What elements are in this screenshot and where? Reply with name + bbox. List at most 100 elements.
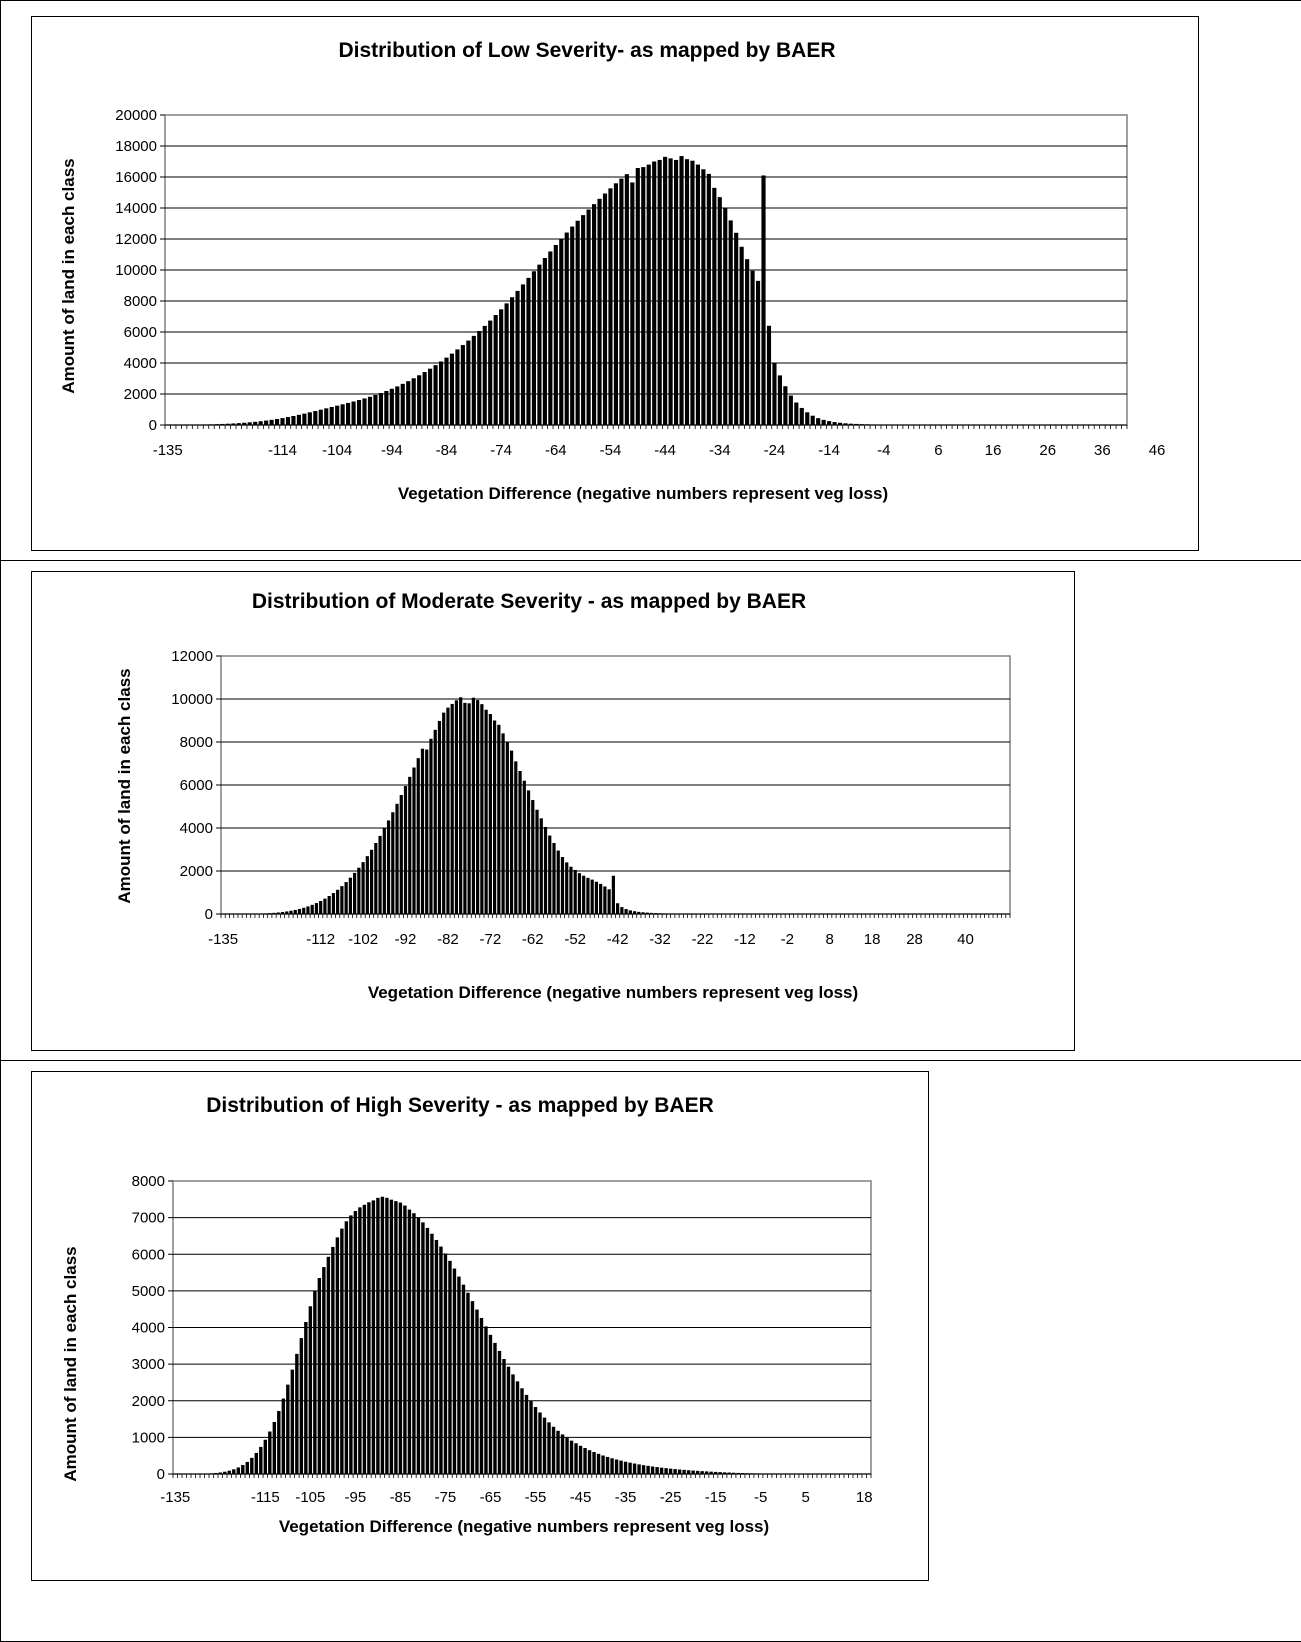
bar: [520, 284, 526, 425]
bar: [553, 244, 558, 425]
bar: [734, 232, 739, 425]
bar: [620, 907, 624, 914]
x-axis-title: Vegetation Difference (negative numbers …: [398, 484, 888, 503]
bar: [723, 208, 728, 425]
x-tick-label: -94: [381, 442, 403, 459]
x-tick-label: -55: [525, 1489, 547, 1506]
bar: [552, 843, 556, 914]
y-tick-label: 8000: [132, 1173, 165, 1190]
bar: [522, 780, 526, 914]
chart-cell-high: Distribution of High Severity - as mappe…: [0, 1060, 1301, 1642]
y-tick-label: 12000: [115, 231, 157, 248]
y-tick-label: 0: [149, 417, 157, 434]
x-tick-label: -42: [607, 931, 629, 948]
y-tick-label: 2000: [132, 1393, 165, 1410]
bar: [616, 903, 620, 914]
bar: [635, 168, 640, 425]
y-tick-label: 6000: [124, 324, 157, 341]
bar: [306, 906, 310, 914]
bar: [367, 396, 373, 425]
bar: [422, 372, 427, 425]
bar: [506, 1366, 511, 1474]
bar: [335, 405, 340, 425]
bar: [291, 415, 296, 425]
bar: [624, 174, 629, 425]
bar: [398, 1202, 403, 1474]
x-tick-label: -75: [435, 1489, 457, 1506]
bar: [476, 700, 480, 914]
x-tick-label: -5: [754, 1489, 767, 1506]
bar: [467, 703, 471, 914]
x-tick-label: -32: [649, 931, 671, 948]
bar: [637, 911, 641, 914]
y-tick-label: 7000: [132, 1210, 165, 1227]
bar: [560, 1434, 565, 1474]
bar: [218, 1472, 222, 1474]
bar: [335, 1237, 340, 1474]
bar: [492, 720, 497, 914]
bar: [673, 1469, 677, 1474]
bar: [575, 220, 580, 425]
bar: [691, 1470, 695, 1474]
bar: [385, 1197, 389, 1474]
bar: [281, 1398, 286, 1474]
bar: [450, 703, 454, 914]
bar: [548, 835, 552, 914]
bar: [526, 277, 531, 425]
bar: [548, 251, 553, 425]
bar: [307, 412, 312, 425]
bar: [484, 709, 488, 914]
bar: [799, 407, 804, 425]
bar: [515, 290, 520, 425]
bar: [608, 188, 613, 425]
y-tick-label: 6000: [132, 1246, 165, 1263]
bar: [586, 209, 591, 425]
bar: [668, 158, 673, 425]
bar: [318, 409, 323, 425]
bar: [245, 1461, 250, 1474]
bar: [701, 169, 706, 425]
bar: [357, 867, 361, 914]
bar: [438, 361, 444, 425]
bar: [547, 1422, 551, 1474]
bar: [340, 404, 345, 425]
bar: [652, 161, 657, 425]
bar: [659, 1467, 664, 1474]
x-tick-label: 8: [826, 931, 834, 948]
bar: [501, 733, 505, 914]
bar: [502, 1359, 506, 1474]
bar: [425, 1227, 430, 1474]
bar: [646, 164, 651, 425]
bar: [578, 1445, 583, 1474]
bar: [854, 423, 859, 425]
bar: [455, 349, 460, 425]
bar: [331, 1246, 335, 1474]
x-tick-label: -105: [295, 1489, 325, 1506]
x-tick-label: -114: [268, 442, 297, 459]
bar: [848, 423, 854, 425]
bar: [351, 401, 356, 425]
y-tick-label: 0: [157, 1466, 165, 1483]
y-tick-label: 8000: [180, 734, 213, 751]
bar: [755, 280, 761, 425]
x-tick-label: -2: [781, 931, 794, 948]
bar: [348, 877, 352, 914]
y-tick-label: 2000: [180, 863, 213, 880]
bar: [514, 761, 518, 914]
x-tick-label: -22: [692, 931, 714, 948]
bar: [570, 226, 575, 425]
x-tick-label: -135: [153, 442, 183, 459]
x-tick-label: -14: [818, 442, 840, 459]
y-tick-label: 0: [205, 906, 213, 923]
y-tick-label: 6000: [180, 777, 213, 794]
bar: [369, 849, 374, 914]
bar: [272, 1421, 277, 1474]
bar: [403, 786, 408, 914]
bar: [484, 1326, 488, 1474]
bar: [569, 1440, 574, 1474]
bar: [641, 1465, 646, 1474]
bar: [391, 812, 395, 914]
bar: [223, 1471, 227, 1474]
bar: [400, 383, 405, 425]
bar: [389, 1199, 394, 1474]
